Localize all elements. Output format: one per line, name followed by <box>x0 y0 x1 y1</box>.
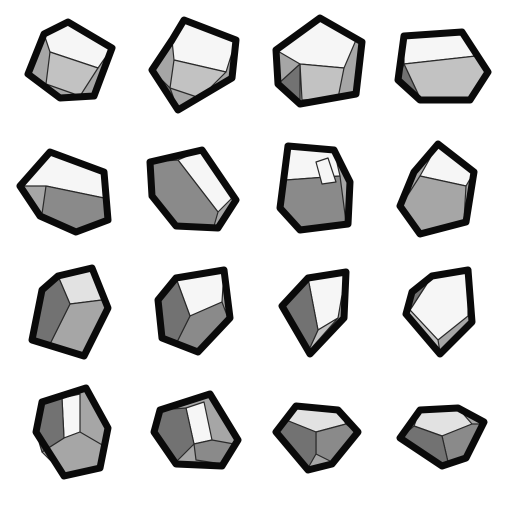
rock <box>32 384 112 480</box>
rock <box>28 264 112 360</box>
rock <box>150 390 242 470</box>
rock <box>396 404 488 470</box>
rock <box>402 266 476 358</box>
rock <box>272 402 362 474</box>
rock <box>394 28 492 104</box>
rock <box>24 18 116 102</box>
rock <box>146 146 240 232</box>
rock <box>396 140 478 238</box>
rock <box>148 16 240 114</box>
rock <box>272 14 366 108</box>
rock <box>154 266 234 356</box>
rock <box>16 148 112 236</box>
rock <box>276 142 354 234</box>
rock <box>278 268 350 358</box>
